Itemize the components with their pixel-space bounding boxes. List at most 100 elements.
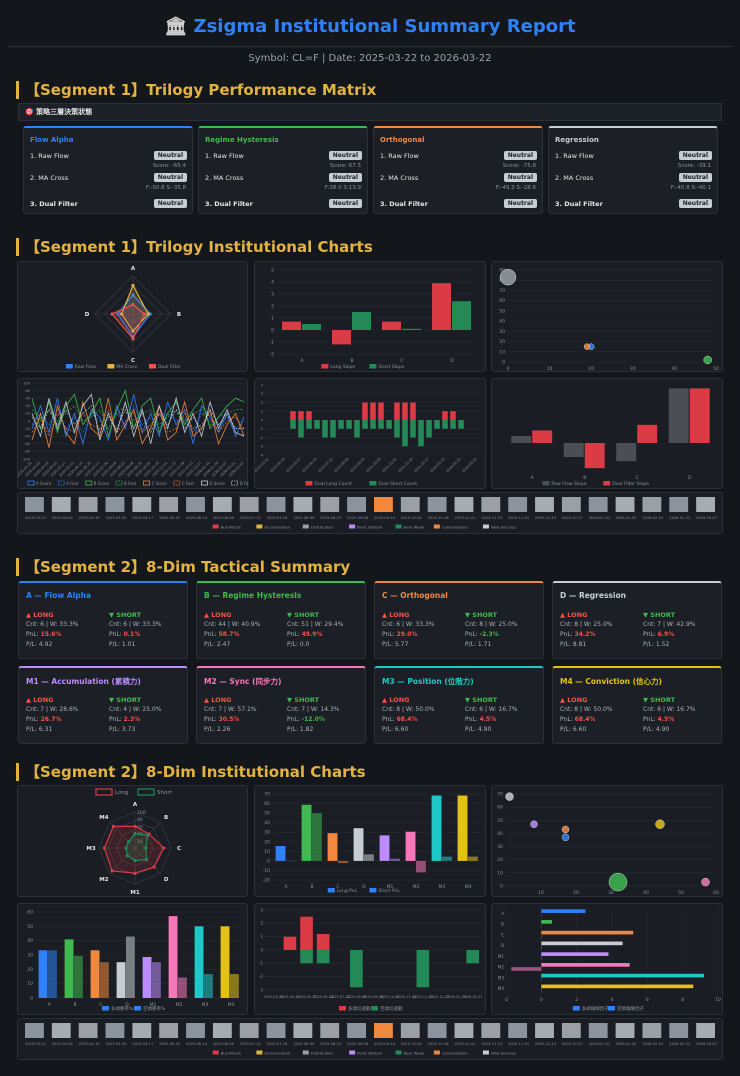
radar-point: [111, 824, 115, 828]
bar: [327, 833, 338, 861]
radar-tick: 80: [137, 817, 143, 823]
regime-date: 2025-10-04: [401, 1042, 423, 1046]
trilogy-slope-panel: -2 -1 0 1 2 3 4 5 A B C D Long Slope Short Slope: [254, 261, 486, 372]
profit-factor: P/L: 2.26: [204, 726, 231, 733]
legend-swatch: [212, 1050, 219, 1055]
bar: [99, 962, 109, 998]
legend-swatch: [200, 480, 208, 486]
legend-label: Accumulation: [264, 1050, 290, 1055]
legend-label: Panic Bottom: [357, 1050, 382, 1055]
bar: [458, 420, 464, 429]
y-tick-label: 0: [500, 884, 503, 890]
x-tick-label: 0: [507, 366, 510, 372]
regime-cell: [481, 1023, 501, 1038]
regime-cell: [347, 1023, 366, 1038]
pnl-label: PnL:: [382, 716, 397, 723]
legend-label: 多頭信號數: [348, 1005, 371, 1012]
bar: [431, 795, 442, 861]
report-subtitle: Symbol: CL=F | Date: 2025-03-22 to 2026-…: [248, 53, 492, 64]
pnl-label: PnL:: [109, 716, 124, 723]
regime-date: 2025-04-05: [52, 1042, 73, 1046]
radar-series: [111, 303, 146, 340]
trade-count: Cnt: 7 | W: 14.3%: [287, 706, 340, 713]
legend-swatch: [65, 364, 73, 369]
short-column: ▼ SHORT Cnt: 6 | W: 33.3% PnL: 0.1% P/L: 1.…: [109, 610, 162, 650]
bar: [689, 388, 710, 443]
legend-label: Short Slope: [378, 364, 404, 370]
x-tick-label: 2025-08-09: [333, 457, 349, 473]
profit-factor: P/L: 6.60: [560, 726, 587, 733]
y-tick-label: 30: [497, 844, 503, 850]
legend-label: C Fast: [182, 481, 195, 486]
regime-cell: [481, 497, 501, 512]
x-tick-label: 10: [715, 997, 721, 1003]
y-tick-label: -2: [259, 974, 263, 979]
regime-date: 2025-07-12: [240, 1042, 261, 1046]
regime-date: 2025-12-27: [562, 516, 583, 520]
bar: [64, 939, 74, 998]
long-column: ▲ LONG Cnt: 8 | W: 50.0% PnL: 68.4% P/L: 6.…: [382, 695, 435, 735]
profit-factor: P/L: 6.31: [26, 726, 53, 733]
pnl-value: PnL: 30.5%: [204, 715, 257, 725]
legend-swatch: [603, 481, 611, 486]
bar: [125, 936, 135, 998]
status-badge: Neutral: [678, 199, 712, 208]
regime-date: 2025-11-15: [481, 1042, 502, 1046]
pnl-number: 29.0%: [396, 631, 418, 638]
legend-label: D Fast: [240, 481, 249, 486]
legend-label: 空頭勝率%: [143, 1005, 166, 1012]
y-tick-label: 50: [27, 924, 33, 930]
pnl-label: PnL:: [382, 631, 397, 638]
y-tick-label: 40: [499, 319, 505, 325]
trilogy-filter-slope-panel: A B C D Raw Flow Slope Dual Filter Slope: [491, 378, 723, 489]
bar: [151, 962, 161, 998]
regime-date: 2026-03-07: [696, 1042, 717, 1046]
trilogy-card: Orthogonal 1. Raw Flow Neutral 2. MA Cross N…: [373, 126, 543, 214]
regime-cell: [696, 1023, 715, 1038]
dim-signals-panel: -3 -2 -1 0 1 2 3 2025-03-22 2025-04-19 2025-05-17…: [254, 903, 486, 1015]
y-tick-label: 20: [499, 339, 505, 345]
legend-swatch: [433, 1050, 440, 1055]
profit-factor: P/L: 4.90: [465, 726, 492, 733]
trade-count: Cnt: 51 | W: 29.4%: [287, 621, 344, 628]
y-tick-label: A: [501, 911, 504, 916]
pnl-number: 4.5%: [657, 716, 675, 723]
legend-label: Raw Flow Slope: [551, 481, 586, 487]
legend-label: Bear Weak: [404, 524, 425, 529]
regime-cell: [696, 497, 715, 512]
legend-label: Raw Flow: [75, 364, 96, 370]
bar: [352, 312, 371, 330]
side-label: ▼ SHORT: [287, 611, 320, 619]
radar-point: [120, 312, 124, 316]
regime-cell: [25, 497, 44, 512]
bar: [468, 856, 478, 861]
pnl-number: 2.3%: [123, 716, 141, 723]
trilogy-fs: F:-49.3 S:-28.6: [495, 185, 536, 191]
trade-count: Cnt: 6 | W: 16.7%: [465, 706, 518, 713]
y-tick-label: 10: [497, 870, 503, 876]
legend-swatch: [173, 480, 181, 486]
regime-date: 2026-01-24: [616, 1042, 638, 1046]
trilogy-fs: F:38.0 S:13.9: [324, 185, 361, 191]
y-tick-label: -10: [263, 868, 270, 874]
bar: [541, 952, 609, 956]
profit-factor: P/L: 3.73: [109, 726, 136, 733]
bar: [38, 950, 48, 998]
bar: [402, 402, 408, 420]
x-tick-label: 2025-09-06: [349, 457, 365, 473]
y-tick-label: M2: [498, 965, 505, 970]
legend-label: Dual Short Count: [378, 481, 417, 487]
tactical-card: B — Regime Hysteresis ▲ LONG Cnt: 44 | W: …: [196, 581, 366, 659]
pnl-label: PnL:: [287, 716, 302, 723]
bar: [73, 955, 83, 998]
radar-axis-label: M2: [99, 877, 108, 883]
x-tick-label: 2025-11-01: [381, 457, 397, 473]
legend-label: Wait and see: [491, 524, 516, 529]
bar: [330, 420, 336, 438]
bar: [382, 321, 401, 330]
x-tick-label: 40: [643, 890, 649, 896]
y-tick-label: M3: [498, 975, 505, 980]
legend-label: Long Slope: [330, 364, 355, 370]
regime-date: 2025-09-20: [374, 516, 396, 520]
legend-swatch: [107, 364, 115, 369]
